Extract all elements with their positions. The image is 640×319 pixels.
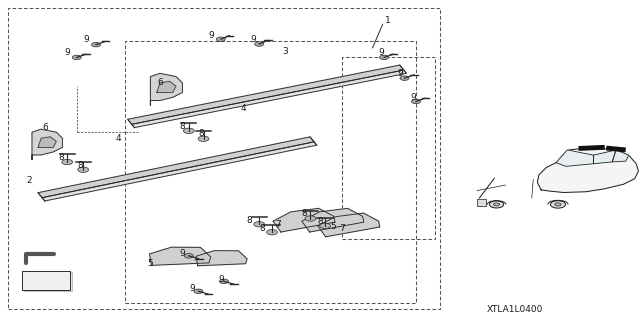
Polygon shape (128, 65, 404, 124)
Text: 9: 9 (410, 93, 415, 102)
Text: 8: 8 (317, 217, 323, 226)
Text: 8: 8 (58, 153, 63, 162)
Circle shape (493, 203, 500, 206)
Circle shape (550, 201, 566, 208)
Circle shape (490, 201, 504, 208)
Circle shape (305, 216, 316, 221)
Text: 9: 9 (397, 69, 403, 78)
Polygon shape (157, 81, 176, 93)
Circle shape (267, 230, 277, 235)
Text: 8: 8 (260, 224, 265, 233)
Polygon shape (556, 150, 593, 167)
Polygon shape (273, 208, 335, 232)
Polygon shape (132, 70, 406, 128)
Bar (342, 57, 435, 239)
Text: 9: 9 (250, 35, 255, 44)
Polygon shape (612, 150, 628, 162)
Circle shape (216, 37, 225, 41)
Circle shape (184, 254, 193, 258)
Polygon shape (538, 148, 639, 192)
Text: 9: 9 (180, 249, 185, 258)
Text: 9: 9 (65, 48, 70, 57)
Bar (477, 199, 486, 205)
Polygon shape (302, 208, 364, 232)
Polygon shape (196, 251, 247, 266)
Circle shape (255, 42, 264, 46)
Circle shape (92, 42, 100, 47)
Text: 9: 9 (189, 284, 195, 293)
Polygon shape (593, 150, 616, 164)
Polygon shape (150, 73, 182, 105)
Bar (24, 272, 72, 291)
Text: 8: 8 (301, 209, 307, 218)
Circle shape (78, 167, 88, 172)
Polygon shape (32, 129, 63, 160)
Bar (8, 8, 440, 309)
Text: 6: 6 (42, 123, 47, 132)
Text: 9: 9 (84, 35, 89, 44)
Circle shape (380, 55, 388, 60)
Circle shape (198, 136, 209, 141)
Polygon shape (150, 247, 211, 265)
Text: 7: 7 (276, 220, 281, 229)
Text: 4: 4 (116, 134, 121, 143)
Circle shape (254, 222, 264, 227)
Text: 9: 9 (218, 275, 223, 284)
Text: 6: 6 (157, 78, 163, 87)
Text: 9: 9 (378, 48, 383, 57)
Text: 4: 4 (241, 104, 246, 113)
Text: 5: 5 (148, 259, 153, 268)
Polygon shape (38, 137, 314, 198)
Text: 8: 8 (77, 161, 83, 170)
Circle shape (412, 99, 420, 104)
Circle shape (220, 279, 228, 284)
Polygon shape (38, 137, 56, 147)
Polygon shape (318, 213, 380, 237)
Bar (22, 271, 70, 290)
Bar (125, 41, 416, 303)
Circle shape (62, 160, 72, 165)
Polygon shape (42, 142, 317, 201)
Text: 2: 2 (26, 176, 31, 185)
Text: 7: 7 (340, 224, 345, 233)
Circle shape (320, 223, 330, 228)
Text: 8: 8 (247, 216, 252, 225)
Circle shape (72, 55, 81, 60)
Circle shape (555, 203, 561, 206)
Text: 3: 3 (282, 47, 287, 56)
Text: 8: 8 (180, 122, 185, 130)
Text: XTLA1L0400: XTLA1L0400 (487, 305, 543, 314)
Text: 8: 8 (199, 130, 204, 138)
Circle shape (400, 76, 409, 80)
Circle shape (194, 289, 203, 293)
Circle shape (184, 128, 194, 133)
Text: 1: 1 (385, 16, 390, 25)
Text: 5: 5 (330, 222, 335, 231)
Text: 9: 9 (209, 31, 214, 40)
